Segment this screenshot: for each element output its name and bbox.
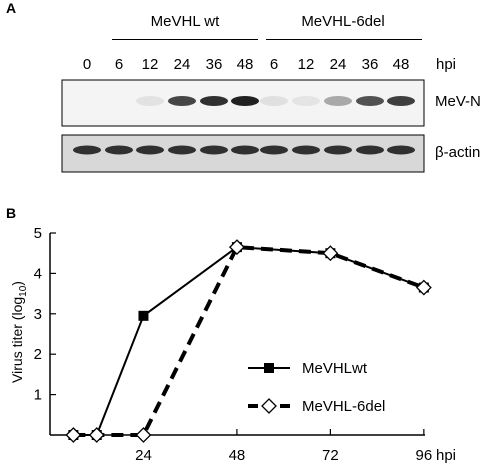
blot-band	[136, 96, 164, 106]
chart-axes: 1 2 3 4 5 24 48 72 96	[34, 225, 433, 464]
data-point-square	[264, 363, 274, 373]
x-axis-unit-label: hpi	[436, 447, 456, 464]
x-tick-label: 24	[135, 447, 152, 464]
data-point-square	[138, 310, 149, 321]
y-tick-label: 4	[34, 265, 42, 282]
legend-label: MeVHLwt	[302, 360, 368, 377]
data-point-diamond	[135, 427, 152, 443]
blot-label-beta-actin: β-actin	[435, 144, 481, 161]
x-tick-label: 96	[416, 447, 433, 464]
blot-band	[73, 145, 101, 155]
blot-band	[324, 96, 352, 106]
data-point-diamond	[88, 427, 105, 443]
lane-label: 24	[173, 56, 191, 73]
lane-label: 6	[269, 56, 279, 73]
blot-row-mev-n	[61, 79, 425, 127]
y-tick-label: 5	[34, 225, 42, 242]
blot-band	[387, 145, 415, 155]
blot-band	[105, 145, 133, 155]
data-point-diamond	[415, 279, 432, 296]
lane-label: 36	[205, 56, 223, 73]
blot-band	[356, 96, 384, 106]
blot-band	[292, 145, 320, 155]
y-tick-label: 3	[34, 306, 42, 323]
data-point-diamond	[229, 239, 245, 256]
lane-label: 12	[297, 56, 315, 73]
x-tick-label: 48	[229, 447, 246, 464]
data-point-diamond	[322, 245, 339, 262]
data-point-diamond	[65, 427, 82, 443]
blot-band	[260, 145, 288, 155]
titer-chart: 1 2 3 4 5 24 48 72 96 MeVHLwt MeVHL-6del Virus ti…	[9, 225, 456, 464]
y-axis-label: Virus titer (log10)	[9, 281, 29, 383]
blot-band	[168, 145, 196, 155]
blot-band	[136, 145, 164, 155]
lane-label: 24	[329, 56, 347, 73]
lane-label: 12	[141, 56, 159, 73]
blot-row-beta-actin	[61, 134, 425, 173]
lane-unit-label: hpi	[436, 56, 457, 73]
blot-band	[260, 96, 288, 106]
lane-label: 48	[392, 56, 410, 73]
blot-band	[387, 96, 415, 106]
chart-legend: MeVHLwt MeVHL-6del	[248, 360, 385, 415]
blot-band	[324, 145, 352, 155]
x-tick-label: 72	[322, 447, 339, 464]
group-bracket-wt	[112, 39, 258, 40]
blot-band	[200, 96, 228, 106]
blot-band	[292, 96, 320, 106]
blot-band	[231, 145, 259, 155]
y-tick-label: 2	[34, 346, 42, 363]
group-label-6del: MeVHL-6del	[301, 13, 385, 30]
blot-band	[168, 96, 196, 106]
panel-b-letter: B	[6, 205, 17, 221]
group-bracket-6del	[266, 39, 422, 40]
panel-a-letter: A	[6, 0, 17, 16]
data-point-diamond	[261, 398, 277, 414]
lane-label: 36	[361, 56, 379, 73]
lane-label: 48	[236, 56, 254, 73]
lane-label: 0	[82, 56, 92, 73]
blot-band	[356, 145, 384, 155]
legend-label: MeVHL-6del	[302, 398, 385, 415]
chart-series	[65, 239, 432, 443]
blot-label-mev-n: MeV-N	[435, 93, 481, 110]
group-label-wt: MeVHL wt	[150, 13, 220, 30]
blot-band	[231, 96, 259, 106]
lane-label: 6	[114, 56, 124, 73]
y-tick-label: 1	[34, 387, 42, 404]
blot-band	[200, 145, 228, 155]
western-blot	[61, 79, 425, 173]
